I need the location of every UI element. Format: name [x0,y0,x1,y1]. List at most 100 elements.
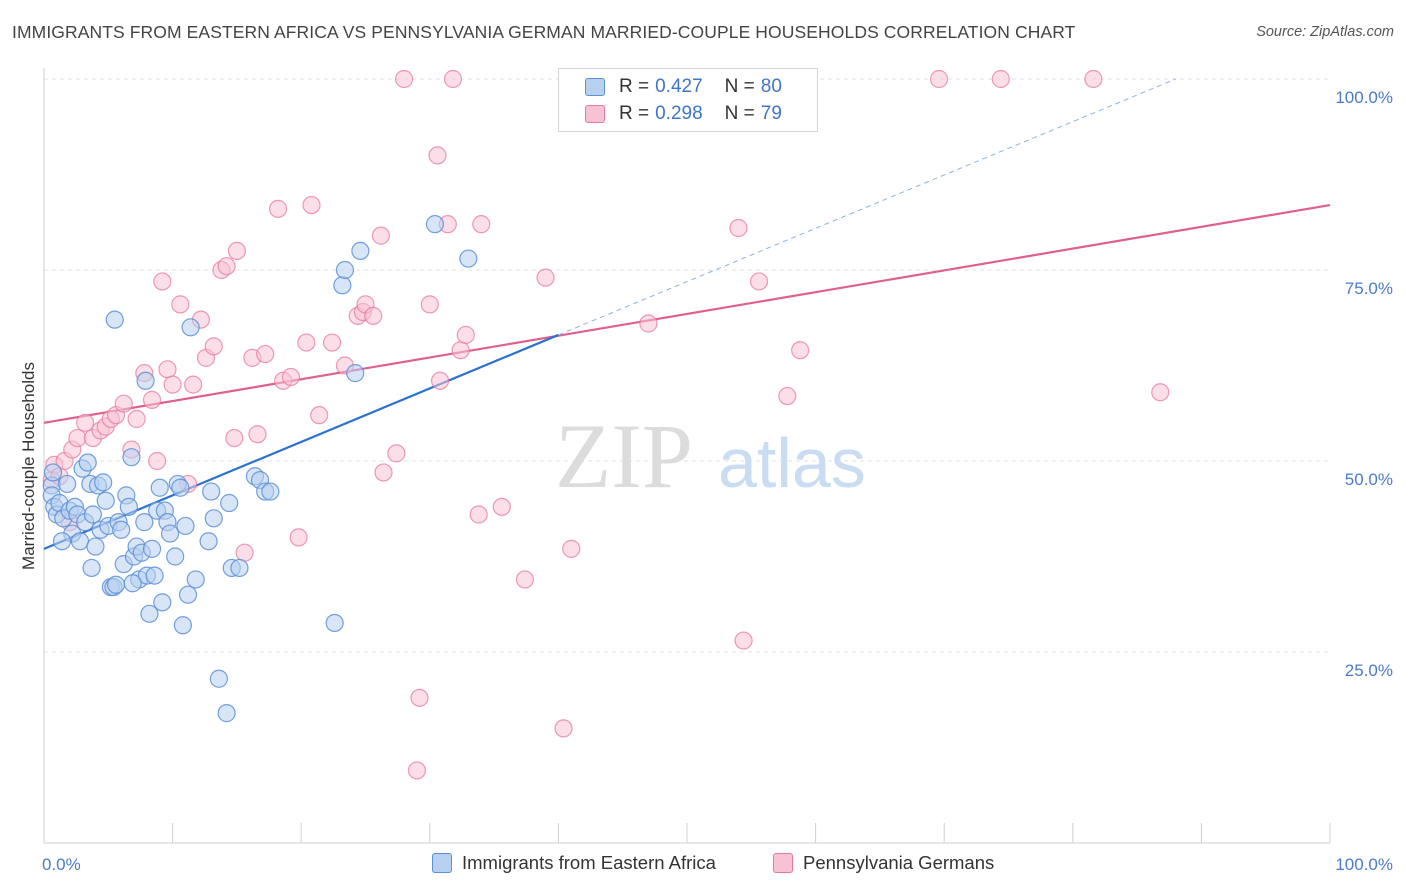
data-point-pennsylvania-germans [430,371,450,390]
legend-n-value: 80 [760,76,782,97]
data-point-immigrants [83,505,102,524]
series-immigrants-eastern-africa [42,215,478,723]
data-point-immigrants [78,453,97,472]
data-point-pennsylvania-germans [443,69,463,89]
data-point-immigrants [106,575,126,594]
watermark-zip: ZIP [555,405,693,507]
watermark: ZIP atlas [555,405,866,507]
data-point-immigrants [52,532,72,551]
legend-r-value: 0.427 [655,76,703,97]
legend-r-value: 0.298 [655,103,703,124]
data-point-pennsylvania-germans [204,337,223,356]
data-point-immigrants [123,574,142,593]
data-point-pennsylvania-germans [227,241,246,260]
data-point-pennsylvania-germans [217,257,236,276]
data-point-pennsylvania-germans [729,218,748,238]
data-point-pennsylvania-germans [456,325,475,345]
data-point-immigrants [58,474,77,494]
y-tick-label: 100.0% [1335,88,1393,107]
data-point-pennsylvania-germans [374,463,393,482]
data-point-pennsylvania-germans [302,195,321,215]
data-point-pennsylvania-germans [1151,383,1170,402]
data-point-pennsylvania-germans [394,69,414,89]
data-point-immigrants [325,613,344,633]
legend-n-value: 79 [760,103,782,124]
data-point-pennsylvania-germans [387,444,406,463]
data-point-immigrants [186,570,205,589]
y-tick-label: 50.0% [1345,470,1393,489]
data-point-pennsylvania-germans [364,306,383,325]
data-point-immigrants [136,371,155,390]
data-point-immigrants [70,532,90,551]
axes [43,68,1331,844]
data-point-pennsylvania-germans [114,394,133,413]
legend-r-label: R = [619,76,650,97]
x-tick-labels: 0.0% 100.0% [42,855,1393,874]
legend-n-label: N = [724,103,755,124]
data-point-pennsylvania-germans [289,528,308,547]
data-point-immigrants [135,513,154,532]
data-point-immigrants [145,566,164,585]
data-point-pennsylvania-germans [268,199,288,218]
data-point-immigrants [220,493,239,513]
data-point-immigrants [153,593,172,612]
data-point-immigrants [217,704,236,723]
data-point-pennsylvania-germans [991,69,1010,89]
data-point-pennsylvania-germans [791,341,810,360]
data-point-immigrants [230,558,249,578]
y-tick-label: 25.0% [1345,661,1393,680]
y-tick-labels: 25.0% 50.0% 75.0% 100.0% [1335,88,1393,680]
data-point-immigrants [181,318,200,337]
legend-swatch-pink [773,853,793,873]
data-point-immigrants [160,524,180,543]
data-point-immigrants [204,509,223,528]
data-point-pennsylvania-germans [420,295,439,314]
legend-label: Pennsylvania Germans [803,852,995,873]
data-point-immigrants [459,249,478,268]
data-point-pennsylvania-germans [639,314,658,333]
data-point-immigrants [261,482,280,501]
data-point-pennsylvania-germans [515,570,535,589]
data-point-immigrants [333,276,352,295]
data-point-pennsylvania-germans [469,505,488,524]
data-point-immigrants [82,558,101,578]
data-point-pennsylvania-germans [1084,69,1103,89]
data-point-pennsylvania-germans [554,719,573,738]
data-point-immigrants [173,616,192,635]
data-point-immigrants [112,520,131,539]
data-point-pennsylvania-germans [407,761,427,780]
data-point-immigrants [150,478,169,497]
trend-extension-immigrants [558,78,1176,336]
data-point-immigrants [178,585,198,604]
legend-item-pennsylvania-germans[interactable]: Pennsylvania Germans [773,852,994,874]
data-point-immigrants [119,497,138,516]
data-point-immigrants [140,604,159,623]
series-pennsylvania-germans [42,69,1170,780]
data-point-immigrants [86,537,105,556]
data-point-immigrants [166,547,185,566]
data-point-pennsylvania-germans [451,341,470,360]
data-point-pennsylvania-germans [248,425,267,444]
data-point-immigrants [346,364,365,383]
data-point-pennsylvania-germans [76,413,95,432]
watermark-atlas: atlas [718,424,866,502]
data-point-pennsylvania-germans [492,497,511,516]
data-point-pennsylvania-germans [297,333,316,352]
data-point-immigrants [96,491,115,510]
data-point-pennsylvania-germans [158,360,177,379]
data-point-pennsylvania-germans [310,406,329,425]
data-point-immigrants [176,516,195,536]
legend-item-immigrants[interactable]: Immigrants from Eastern Africa [432,852,716,874]
data-point-immigrants [199,532,218,551]
legend-swatch-pink [585,105,605,123]
legend-swatch-blue [432,853,452,873]
data-point-pennsylvania-germans [142,390,162,409]
data-point-pennsylvania-germans [163,375,182,394]
data-point-pennsylvania-germans [371,226,391,245]
data-point-immigrants [171,478,190,497]
stats-legend: R = 0.427 N = 80 R = 0.298 N = 79 [558,68,818,132]
data-point-pennsylvania-germans [472,215,491,234]
y-tick-label: 75.0% [1345,279,1393,298]
data-point-pennsylvania-germans [68,428,87,448]
